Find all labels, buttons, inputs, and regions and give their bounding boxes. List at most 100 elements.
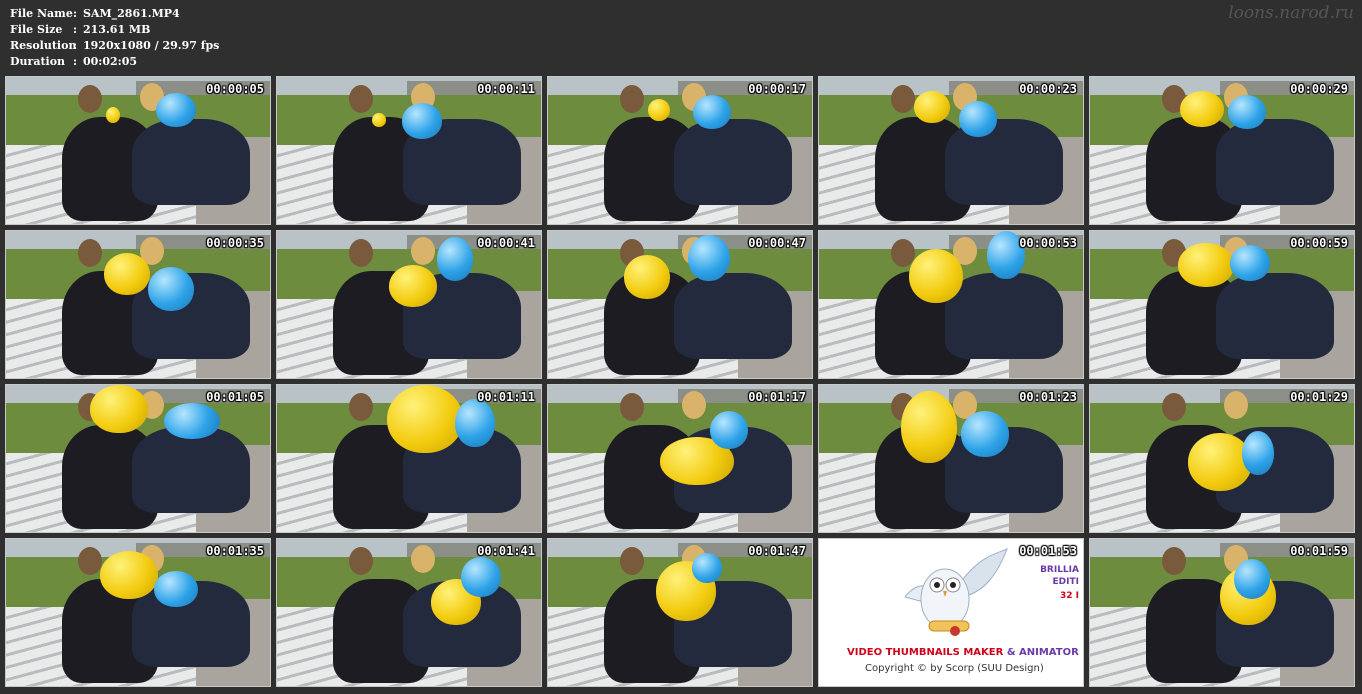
yellow-balloon (624, 255, 670, 299)
yellow-balloon (104, 253, 150, 295)
person-left-head (349, 393, 373, 421)
separator: : (73, 39, 78, 52)
file-info-panel: File Name : SAM_2861.MP4 File Size : 213… (10, 6, 219, 70)
timestamp: 00:01:35 (206, 544, 264, 558)
yellow-balloon (914, 91, 950, 123)
timestamp: 00:00:17 (748, 82, 806, 96)
thumbnail[interactable]: 00:00:41 (276, 230, 542, 379)
thumbnail[interactable]: 00:01:41 (276, 538, 542, 687)
thumbnail[interactable]: 00:00:47 (547, 230, 813, 379)
video-frame (819, 231, 1083, 378)
blue-balloon (461, 557, 501, 597)
thumbnail[interactable]: 00:01:29 (1089, 384, 1355, 533)
person-right-head (682, 391, 706, 419)
person-right-head (411, 545, 435, 573)
video-frame (277, 385, 541, 532)
video-frame (548, 77, 812, 224)
thumbnail[interactable]: 00:00:17 (547, 76, 813, 225)
file-name-label: File Name (10, 7, 73, 20)
timestamp: 00:00:29 (1290, 82, 1348, 96)
promo-copyright: Copyright © by Scorp (SUU Design) (865, 663, 1044, 674)
blue-balloon (154, 571, 198, 607)
thumbnail[interactable]: 00:01:47 (547, 538, 813, 687)
thumbnail[interactable]: 00:01:05 (5, 384, 271, 533)
blue-balloon (402, 103, 442, 139)
thumbnail[interactable]: 00:00:11 (276, 76, 542, 225)
thumbnail[interactable]: 00:00:23 (818, 76, 1084, 225)
promo-title-part1: VIDEO THUMBNAILS MAKER (847, 647, 1004, 658)
resolution-value: 1920x1080 / 29.97 fps (83, 39, 220, 52)
separator: : (73, 7, 78, 20)
thumbnail[interactable]: 00:00:35 (5, 230, 271, 379)
blue-balloon (1234, 559, 1270, 599)
video-frame (1090, 385, 1354, 532)
person-left-head (620, 85, 644, 113)
timestamp: 00:00:53 (1019, 236, 1077, 250)
person-left-head (349, 85, 373, 113)
yellow-balloon (100, 551, 158, 599)
person-left-head (78, 239, 102, 267)
blue-balloon (156, 93, 196, 127)
duration-value: 00:02:05 (83, 55, 138, 68)
blue-balloon (455, 399, 495, 447)
blue-balloon (1228, 95, 1266, 129)
timestamp: 00:01:59 (1290, 544, 1348, 558)
video-frame (277, 539, 541, 686)
thumbnail[interactable]: 00:01:59 (1089, 538, 1355, 687)
blue-balloon (692, 553, 722, 583)
thumbnail[interactable]: 00:00:05 (5, 76, 271, 225)
thumbnail[interactable]: 00:01:17 (547, 384, 813, 533)
video-frame (548, 385, 812, 532)
yellow-balloon (389, 265, 437, 307)
timestamp: 00:01:53 (1019, 544, 1077, 558)
timestamp: 00:01:05 (206, 390, 264, 404)
person-right-head (1224, 391, 1248, 419)
video-frame (1090, 231, 1354, 378)
timestamp: 00:00:05 (206, 82, 264, 96)
blue-balloon (1230, 245, 1270, 281)
person-right (1216, 119, 1334, 205)
video-frame (277, 231, 541, 378)
blue-balloon (148, 267, 194, 311)
file-size-value: 213.61 MB (83, 23, 151, 36)
thumbnail[interactable]: 00:01:23 (818, 384, 1084, 533)
timestamp: 00:00:23 (1019, 82, 1077, 96)
video-frame (819, 385, 1083, 532)
separator: : (73, 55, 78, 68)
blue-balloon (693, 95, 731, 129)
duration-label: Duration (10, 55, 66, 68)
person-right-head (411, 237, 435, 265)
file-name-row: File Name : SAM_2861.MP4 (10, 6, 219, 22)
video-frame (548, 539, 812, 686)
video-frame (1090, 539, 1354, 686)
blue-balloon (437, 237, 473, 281)
person-right (132, 119, 250, 205)
thumbnail[interactable]: VIDEO THUMBNAILS MAKER & ANIMATOR Copyrig… (818, 538, 1084, 687)
thumbnail[interactable]: 00:00:29 (1089, 76, 1355, 225)
thumbnail[interactable]: 00:00:59 (1089, 230, 1355, 379)
timestamp: 00:01:11 (477, 390, 535, 404)
video-frame (548, 231, 812, 378)
yellow-balloon (387, 385, 463, 453)
blue-balloon (710, 411, 748, 449)
yellow-balloon (106, 107, 120, 123)
promo-side-text: BRILLIA (1040, 565, 1079, 575)
person-left-head (78, 547, 102, 575)
yellow-balloon (901, 391, 957, 463)
person-right (945, 273, 1063, 359)
timestamp: 00:00:59 (1290, 236, 1348, 250)
timestamp: 00:01:23 (1019, 390, 1077, 404)
yellow-balloon (909, 249, 963, 303)
video-frame (819, 77, 1083, 224)
video-frame (6, 385, 270, 532)
timestamp: 00:01:17 (748, 390, 806, 404)
timestamp: 00:01:47 (748, 544, 806, 558)
person-right (1216, 273, 1334, 359)
person-right (132, 427, 250, 513)
thumbnail[interactable]: 00:01:11 (276, 384, 542, 533)
thumbnail[interactable]: 00:01:35 (5, 538, 271, 687)
thumbnail[interactable]: 00:00:53 (818, 230, 1084, 379)
yellow-balloon (90, 385, 148, 433)
file-name-value: SAM_2861.MP4 (83, 7, 180, 20)
promo-title: VIDEO THUMBNAILS MAKER & ANIMATOR (847, 647, 1079, 658)
